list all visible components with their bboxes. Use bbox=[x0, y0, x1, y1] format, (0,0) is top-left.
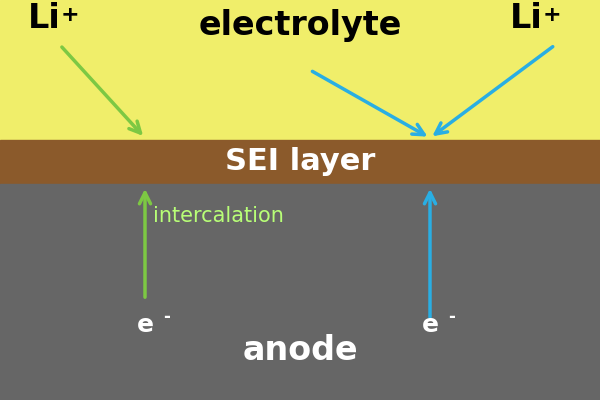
Text: anode: anode bbox=[242, 334, 358, 366]
Text: e: e bbox=[421, 313, 439, 337]
Text: -: - bbox=[448, 308, 455, 326]
Text: electrolyte: electrolyte bbox=[199, 9, 401, 42]
Text: +: + bbox=[543, 5, 562, 25]
Text: Li: Li bbox=[28, 2, 61, 35]
Bar bbox=[0, 140, 600, 184]
Text: intercalation: intercalation bbox=[153, 206, 284, 226]
Text: -: - bbox=[163, 308, 170, 326]
Bar bbox=[0, 184, 600, 400]
Text: SEI layer: SEI layer bbox=[225, 148, 375, 176]
Bar bbox=[0, 0, 600, 140]
Text: Li: Li bbox=[510, 2, 543, 35]
Text: +: + bbox=[61, 5, 80, 25]
Text: e: e bbox=[137, 313, 154, 337]
